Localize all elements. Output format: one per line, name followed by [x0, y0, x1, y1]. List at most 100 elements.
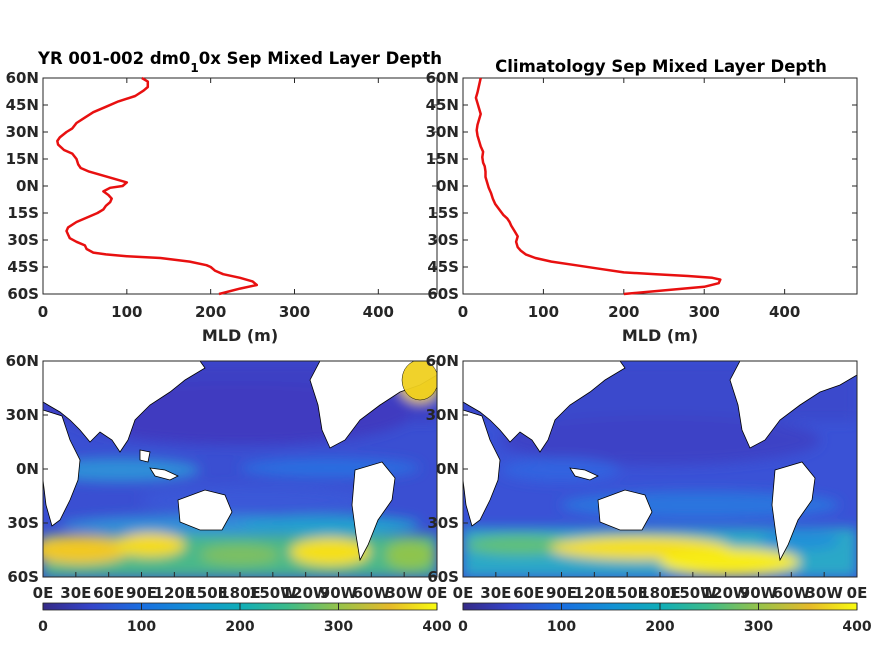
- colorbar-climatology: 0 100 200 300 400: [458, 602, 872, 635]
- y-tick-label: 60S: [427, 285, 459, 303]
- y-tick-label: 30N: [426, 123, 459, 141]
- mld-heatmap-model: [43, 361, 437, 577]
- colorbar-tick-label: 400: [422, 619, 451, 635]
- map-x-tick-label: 90W: [320, 584, 358, 602]
- x-axis-model: 0 100 200 300 400: [38, 78, 394, 321]
- map-x-axis-model: 0E 30E 60E 90E120E150E180E150W120W90W60W30W…: [33, 572, 448, 602]
- mld-profile-line-climatology: [474, 77, 722, 296]
- y-tick-label: 60N: [426, 69, 459, 87]
- x-axis-climatology: 0 100 200 300 400: [458, 78, 800, 321]
- map-x-tick-label: 60W: [773, 584, 811, 602]
- y-axis-climatology: 60N 45N 30N 15N 0N 15S 30S 45S 60S: [426, 69, 857, 303]
- profile-title-model: YR 001-002 dm010x Sep Mixed Layer Depth: [37, 49, 442, 75]
- map-x-tick-label: 30W: [805, 584, 843, 602]
- map-y-axis-model: 60N 30N 0N 30S 60S: [6, 352, 48, 586]
- map-x-tick-label: 150W: [249, 584, 297, 602]
- map-x-tick-label: 90E: [546, 584, 577, 602]
- y-axis-model: 60N 45N 30N 15N 0N 15S 30S 45S 60S: [6, 69, 437, 303]
- map-x-tick-label: 150E: [606, 584, 648, 602]
- map-x-tick-label: 30W: [385, 584, 423, 602]
- map-x-tick-label: 90E: [126, 584, 157, 602]
- y-tick-label: 45S: [7, 258, 39, 276]
- colorbar-model: 0 100 200 300 400: [38, 602, 452, 635]
- map-x-tick-label: 60E: [513, 584, 544, 602]
- plot-area-model: [42, 77, 438, 295]
- map-x-tick-label: 0E: [453, 584, 474, 602]
- map-y-tick-label: 60S: [427, 568, 459, 586]
- y-tick-label: 15S: [7, 204, 39, 222]
- map-y-tick-label: 30S: [427, 514, 459, 532]
- x-tick-label: 100: [528, 303, 559, 321]
- y-tick-label: 15N: [426, 150, 459, 168]
- x-axis-label-climatology: MLD (m): [622, 326, 698, 345]
- map-y-tick-label: 60N: [426, 352, 459, 370]
- profile-title-climatology: Climatology Sep Mixed Layer Depth: [495, 57, 827, 76]
- map-x-tick-label: 180E: [219, 584, 261, 602]
- map-x-tick-label: 60W: [353, 584, 391, 602]
- x-tick-label: 400: [363, 303, 394, 321]
- map-y-tick-label: 0N: [16, 460, 39, 478]
- map-x-tick-label: 0E: [33, 584, 54, 602]
- map-x-tick-label: 120E: [574, 584, 616, 602]
- colorbar-tick-label: 300: [744, 619, 773, 635]
- colorbar-tick-label: 300: [324, 619, 353, 635]
- map-x-tick-label: 90W: [740, 584, 778, 602]
- colorbar-tick-label: 100: [547, 619, 576, 635]
- colorbar-tick-label: 100: [127, 619, 156, 635]
- y-tick-label: 45S: [427, 258, 459, 276]
- plot-area-climatology: [462, 77, 858, 295]
- x-tick-label: 0: [458, 303, 468, 321]
- y-tick-label: 60N: [6, 69, 39, 87]
- colorbar-tick-label: 0: [458, 619, 468, 635]
- map-x-tick-label: 120W: [702, 584, 750, 602]
- y-tick-label: 0N: [436, 177, 459, 195]
- map-y-tick-label: 30N: [6, 406, 39, 424]
- map-x-tick-label: 0E: [427, 584, 448, 602]
- colorbar-tick-label: 200: [645, 619, 674, 635]
- colorbar-tick-label: 400: [842, 619, 871, 635]
- map-x-tick-label: 30E: [480, 584, 511, 602]
- map-x-tick-label: 150W: [669, 584, 717, 602]
- colorbar-tick-label: 0: [38, 619, 48, 635]
- x-tick-label: 300: [279, 303, 310, 321]
- profile-panel-model: YR 001-002 dm010x Sep Mixed Layer Depth …: [6, 49, 442, 345]
- y-tick-label: 60S: [7, 285, 39, 303]
- map-x-tick-label: 180E: [639, 584, 681, 602]
- map-x-axis-climatology: 0E 30E 60E 90E120E150E180E150W120W90W60W30W…: [453, 572, 868, 602]
- land-mask-model: [43, 361, 437, 562]
- map-x-tick-label: 0E: [847, 584, 868, 602]
- x-tick-label: 200: [195, 303, 226, 321]
- profile-panel-climatology: Climatology Sep Mixed Layer Depth 60N 45N…: [426, 57, 858, 345]
- x-axis-label-model: MLD (m): [202, 326, 278, 345]
- y-tick-label: 45N: [426, 96, 459, 114]
- y-tick-label: 45N: [6, 96, 39, 114]
- y-tick-label: 30S: [427, 231, 459, 249]
- x-tick-label: 300: [689, 303, 720, 321]
- x-tick-label: 200: [608, 303, 639, 321]
- map-panel-model: 60N 30N 0N 30S 60S 0E 30E 60E 90E120E150E180E15…: [6, 352, 452, 635]
- x-tick-label: 100: [111, 303, 142, 321]
- x-tick-label: 400: [769, 303, 800, 321]
- y-tick-label: 15S: [427, 204, 459, 222]
- mld-profile-line-model: [56, 76, 259, 296]
- map-panel-climatology: 60N 30N 0N 30S 60S 0E 30E 60E 90E120E150E180E15…: [426, 352, 872, 635]
- map-y-tick-label: 0N: [436, 460, 459, 478]
- y-tick-label: 0N: [16, 177, 39, 195]
- map-y-tick-label: 30S: [7, 514, 39, 532]
- y-tick-label: 15N: [6, 150, 39, 168]
- mld-heatmap-climatology: [463, 361, 857, 577]
- map-x-tick-label: 60E: [93, 584, 124, 602]
- map-x-tick-label: 150E: [186, 584, 228, 602]
- map-y-tick-label: 30N: [426, 406, 459, 424]
- x-tick-label: 0: [38, 303, 48, 321]
- colorbar-tick-label: 200: [225, 619, 254, 635]
- map-y-tick-label: 60S: [7, 568, 39, 586]
- land-mask-climatology: [463, 361, 857, 562]
- map-x-tick-label: 120E: [154, 584, 196, 602]
- map-y-axis-climatology: 60N 30N 0N 30S 60S: [426, 352, 468, 586]
- map-x-tick-label: 120W: [282, 584, 330, 602]
- map-x-tick-label: 30E: [60, 584, 91, 602]
- y-tick-label: 30S: [7, 231, 39, 249]
- y-tick-label: 30N: [6, 123, 39, 141]
